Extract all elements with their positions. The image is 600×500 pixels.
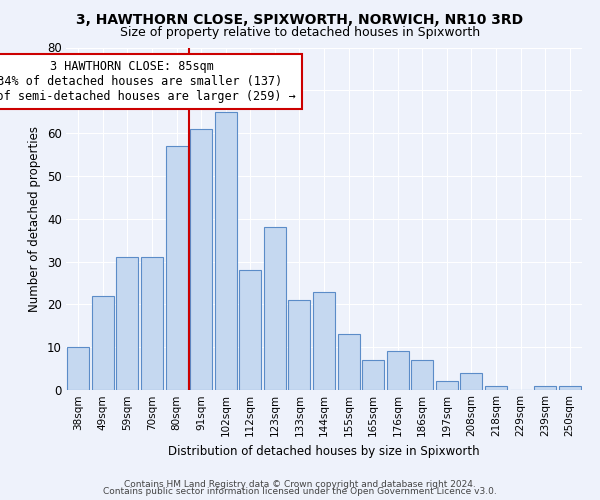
Bar xyxy=(436,382,458,390)
Bar xyxy=(92,296,114,390)
Y-axis label: Number of detached properties: Number of detached properties xyxy=(28,126,41,312)
Bar xyxy=(313,292,335,390)
Bar xyxy=(485,386,507,390)
Text: 3, HAWTHORN CLOSE, SPIXWORTH, NORWICH, NR10 3RD: 3, HAWTHORN CLOSE, SPIXWORTH, NORWICH, N… xyxy=(76,12,524,26)
X-axis label: Distribution of detached houses by size in Spixworth: Distribution of detached houses by size … xyxy=(168,444,480,458)
Bar xyxy=(239,270,262,390)
Bar xyxy=(141,258,163,390)
Bar xyxy=(362,360,384,390)
Bar xyxy=(264,228,286,390)
Bar xyxy=(67,347,89,390)
Text: 3 HAWTHORN CLOSE: 85sqm
← 34% of detached houses are smaller (137)
65% of semi-d: 3 HAWTHORN CLOSE: 85sqm ← 34% of detache… xyxy=(0,60,296,104)
Bar xyxy=(460,373,482,390)
Text: Contains public sector information licensed under the Open Government Licence v3: Contains public sector information licen… xyxy=(103,487,497,496)
Bar xyxy=(190,129,212,390)
Bar xyxy=(166,146,188,390)
Text: Size of property relative to detached houses in Spixworth: Size of property relative to detached ho… xyxy=(120,26,480,39)
Bar xyxy=(559,386,581,390)
Bar xyxy=(534,386,556,390)
Bar xyxy=(338,334,359,390)
Bar xyxy=(116,258,139,390)
Bar xyxy=(289,300,310,390)
Bar xyxy=(215,112,237,390)
Bar xyxy=(386,352,409,390)
Text: Contains HM Land Registry data © Crown copyright and database right 2024.: Contains HM Land Registry data © Crown c… xyxy=(124,480,476,489)
Bar xyxy=(411,360,433,390)
